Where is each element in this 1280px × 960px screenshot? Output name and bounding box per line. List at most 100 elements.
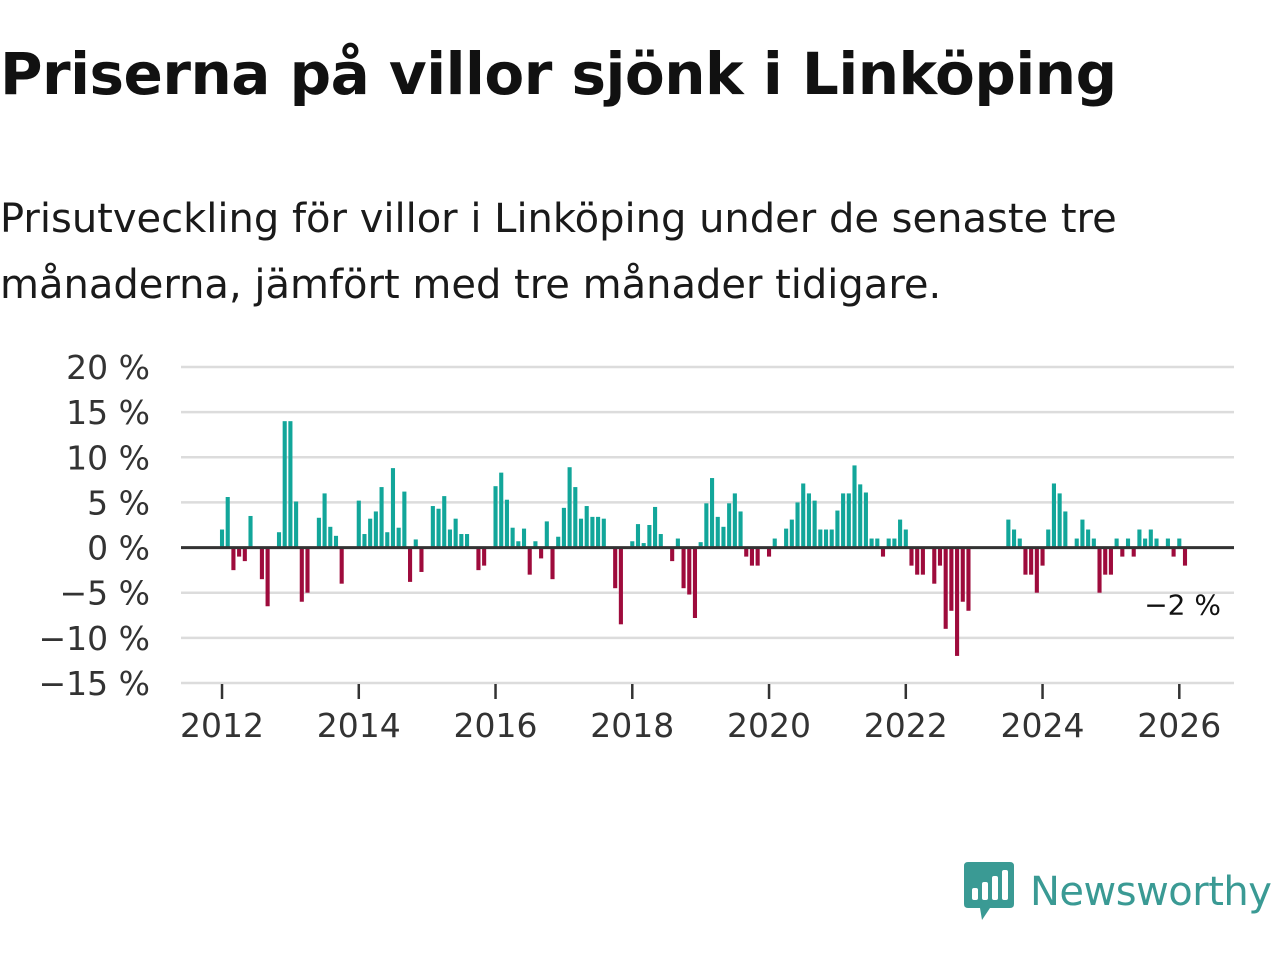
bar (436, 508, 441, 548)
bar (219, 529, 225, 548)
bar (727, 503, 732, 548)
bar (880, 547, 886, 557)
bar (539, 547, 544, 559)
bar (835, 510, 840, 548)
bar (710, 478, 715, 548)
bar (755, 547, 760, 566)
bar (305, 547, 310, 593)
bar (1148, 529, 1153, 548)
bar (1165, 538, 1170, 548)
bar (596, 516, 601, 548)
bar (1182, 547, 1188, 566)
y-tick-label: 0 % (87, 529, 150, 568)
bar (903, 529, 908, 548)
bar (704, 503, 709, 548)
bar (248, 515, 253, 548)
y-tick-label: 5 % (87, 483, 150, 522)
bar (544, 521, 549, 548)
y-tick-label: −15 % (39, 664, 151, 703)
y-tick-label: 10 % (66, 438, 150, 477)
bar (635, 524, 641, 548)
bar (829, 529, 834, 548)
bar (339, 547, 344, 584)
bar (1034, 547, 1039, 593)
bar (385, 532, 390, 548)
x-tick-label: 2020 (727, 706, 811, 745)
bar-chart: 20 % 15 % 10 % 5 % 0 % −5 % −10 % −15 % 2012 2014… (39, 348, 1234, 745)
bar (1131, 547, 1136, 557)
bar (630, 541, 635, 548)
bar (1143, 538, 1148, 548)
bar (863, 492, 868, 548)
bar (601, 518, 606, 548)
bar (521, 528, 527, 548)
x-tick-label: 2026 (1137, 706, 1221, 745)
last-value-label: −2 % (1144, 589, 1221, 622)
bars (219, 421, 1188, 656)
brand-name: Newsworthy (1030, 869, 1272, 915)
bar (379, 487, 384, 548)
bar (943, 547, 948, 629)
bar (1063, 511, 1068, 548)
bar (1086, 529, 1091, 548)
y-tick-label: −5 % (60, 574, 151, 613)
bar (413, 539, 418, 548)
bar (749, 547, 754, 566)
bar (430, 506, 435, 548)
bar (396, 527, 401, 548)
bar (789, 519, 794, 548)
bar (687, 547, 692, 595)
bar (1120, 547, 1125, 557)
bar (1080, 519, 1085, 548)
y-tick-label: −10 % (39, 619, 151, 658)
bar (920, 547, 925, 575)
bar (1074, 538, 1079, 548)
bar (818, 529, 823, 548)
bar (1137, 529, 1142, 548)
x-tick-label: 2014 (317, 706, 401, 745)
x-tick-label: 2018 (590, 706, 674, 745)
bar (1012, 529, 1017, 548)
gridlines (181, 365, 1234, 685)
newsworthy-logo-icon (964, 862, 1014, 920)
bar (447, 529, 452, 548)
bar (322, 493, 327, 548)
bar (641, 543, 646, 548)
bar (237, 547, 242, 557)
bar (1091, 538, 1096, 548)
bar (590, 516, 595, 548)
x-tick-label: 2024 (1001, 706, 1085, 745)
bar (265, 547, 270, 607)
bar (1029, 547, 1034, 575)
bar (738, 511, 743, 548)
bar (653, 506, 658, 548)
bar (493, 486, 498, 548)
bar (937, 547, 943, 566)
bar (402, 491, 407, 548)
bar (578, 518, 584, 548)
bar (806, 493, 811, 548)
bar (1046, 529, 1051, 548)
bar (368, 518, 373, 548)
bar (527, 547, 532, 575)
newsworthy-logo: Newsworthy (964, 862, 1272, 922)
bar (732, 493, 737, 548)
bar (858, 484, 863, 548)
bar (915, 547, 920, 575)
bar (841, 493, 846, 548)
bar (276, 532, 282, 548)
x-tick-label: 2022 (864, 706, 948, 745)
bar (692, 547, 698, 618)
x-tick-label: 2012 (180, 706, 264, 745)
bar (550, 547, 555, 580)
bar (1051, 483, 1056, 548)
bar (459, 534, 464, 548)
bar (955, 547, 960, 656)
bar (681, 547, 686, 589)
chart-title: Priserna på villor sjönk i Linköping (0, 40, 1117, 108)
bar (698, 542, 703, 548)
bar (225, 497, 230, 548)
bar (766, 547, 772, 557)
bar (231, 547, 236, 571)
bar (1097, 547, 1102, 593)
